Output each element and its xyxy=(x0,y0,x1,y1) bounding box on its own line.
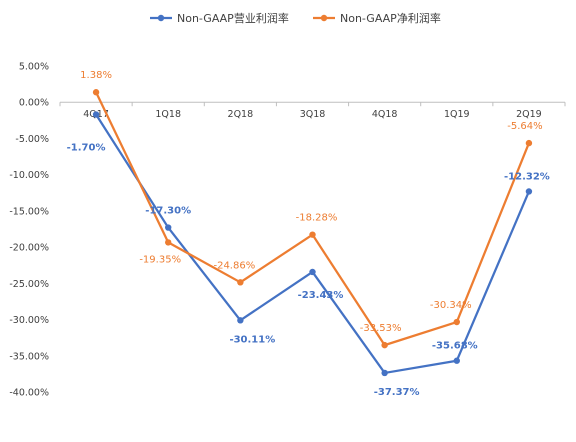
legend-marker xyxy=(320,14,328,22)
data-point xyxy=(453,318,460,326)
data-labels: -1.70% -17.30% -30.11% -23.43% -37.37% -35.68… xyxy=(67,70,550,398)
data-label: -19.35% xyxy=(139,254,181,265)
x-tick-label: 1Q19 xyxy=(444,109,470,120)
data-label: -33.53% xyxy=(360,323,402,334)
data-label: -12.32% xyxy=(504,171,550,182)
y-tick-label: -15.00% xyxy=(9,206,49,217)
x-tick-label: 2Q19 xyxy=(516,109,542,120)
data-point xyxy=(381,369,388,377)
x-tick-label: 1Q18 xyxy=(155,109,181,120)
y-tick-label: -10.00% xyxy=(9,170,49,181)
data-label: -23.43% xyxy=(298,290,344,301)
data-label: -37.37% xyxy=(374,387,420,398)
legend-label: Non-GAAP营业利润率 xyxy=(177,11,289,25)
data-label: -5.64% xyxy=(507,121,542,132)
data-label: -30.34% xyxy=(430,300,472,311)
legend-label: Non-GAAP净利润率 xyxy=(340,11,441,25)
data-point xyxy=(453,357,460,364)
data-point xyxy=(92,111,100,118)
data-point xyxy=(525,139,533,147)
data-point xyxy=(309,268,316,276)
y-tick-label: -30.00% xyxy=(9,315,49,326)
legend-marker xyxy=(157,14,165,22)
y-tick-label: -40.00% xyxy=(9,388,49,399)
y-tick-label: 0.00% xyxy=(19,98,49,109)
x-tick-label: 2Q18 xyxy=(228,109,254,120)
data-point xyxy=(237,279,244,286)
x-tick-label: 4Q18 xyxy=(372,109,398,120)
series-line-1 xyxy=(95,113,530,375)
data-point xyxy=(525,188,533,195)
data-label: -17.30% xyxy=(145,206,191,217)
x-tick-label: 3Q18 xyxy=(300,109,326,120)
y-tick-label: 5.00% xyxy=(19,62,49,73)
data-label: -35.68% xyxy=(432,341,478,352)
data-label: -1.70% xyxy=(67,143,106,154)
y-tick-label: -25.00% xyxy=(9,279,49,290)
data-point xyxy=(381,341,388,349)
data-point xyxy=(237,317,244,324)
data-label: -24.86% xyxy=(213,260,255,271)
data-label: -30.11% xyxy=(229,334,275,345)
data-point xyxy=(309,231,316,238)
series-group xyxy=(92,89,533,377)
y-tick-label: -35.00% xyxy=(9,351,49,362)
data-label: -18.28% xyxy=(296,213,338,224)
y-axis: 5.00% 0.00% -5.00% -10.00% -15.00% -20.00% -25… xyxy=(9,62,49,399)
data-label: 1.38% xyxy=(80,70,112,81)
legend: Non-GAAP营业利润率 Non-GAAP净利润率 xyxy=(150,11,441,25)
y-tick-label: -20.00% xyxy=(9,243,49,254)
x-axis: 4Q171Q182Q183Q184Q181Q192Q19 xyxy=(59,101,566,120)
y-tick-label: -5.00% xyxy=(15,134,49,145)
data-point xyxy=(92,89,100,96)
data-point xyxy=(165,224,172,231)
data-point xyxy=(165,239,172,246)
